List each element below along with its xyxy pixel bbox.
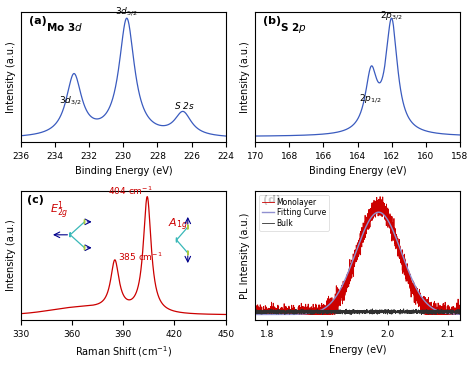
Bulk: [340, 308, 346, 312]
Text: 404 cm$^{-1}$: 404 cm$^{-1}$: [108, 185, 153, 197]
Bulk: [457, 309, 463, 313]
Text: S 2$p$: S 2$p$: [280, 22, 306, 35]
Bulk: [451, 308, 456, 312]
Text: (c): (c): [27, 195, 44, 205]
Bulk: [350, 309, 356, 314]
Text: $E^{1}_{2g}$: $E^{1}_{2g}$: [50, 200, 68, 222]
Text: (a): (a): [29, 16, 47, 26]
Monolayer: [401, 264, 407, 268]
Bulk: [338, 309, 344, 314]
Text: 3$d_{3/2}$: 3$d_{3/2}$: [59, 95, 82, 107]
Text: Mo 3$d$: Mo 3$d$: [46, 22, 82, 33]
Text: 385 cm$^{-1}$: 385 cm$^{-1}$: [118, 251, 163, 264]
Fitting Curve: [338, 285, 344, 290]
Fitting Curve: [350, 259, 356, 264]
Monolayer: [350, 263, 356, 268]
Line: Fitting Curve: Fitting Curve: [255, 212, 460, 315]
Fitting Curve: [457, 312, 463, 316]
Fitting Curve: [401, 257, 407, 261]
Monolayer: [338, 290, 344, 295]
X-axis label: Binding Energy (eV): Binding Energy (eV): [309, 166, 406, 176]
Text: (b): (b): [264, 16, 282, 26]
Y-axis label: Intensity (a.u.): Intensity (a.u.): [6, 41, 16, 113]
Legend: Monolayer, Fitting Curve, Bulk: Monolayer, Fitting Curve, Bulk: [259, 195, 329, 231]
Fitting Curve: [440, 311, 446, 315]
Monolayer: [253, 312, 258, 317]
Bulk: [401, 307, 407, 311]
Text: 2$p_{3/2}$: 2$p_{3/2}$: [380, 9, 403, 22]
Y-axis label: Intensity (a.u.): Intensity (a.u.): [240, 41, 250, 113]
Text: $A_{1g}$: $A_{1g}$: [168, 217, 188, 233]
Text: (d): (d): [264, 195, 282, 205]
Bulk: [441, 309, 447, 313]
Fitting Curve: [340, 282, 346, 287]
Monolayer: [253, 305, 258, 310]
X-axis label: Raman Shift (cm$^{-1}$): Raman Shift (cm$^{-1}$): [75, 345, 172, 360]
Text: 2$p_{1/2}$: 2$p_{1/2}$: [359, 92, 382, 105]
Fitting Curve: [451, 312, 456, 316]
Monolayer: [441, 301, 447, 306]
Y-axis label: Intensity (a.u.): Intensity (a.u.): [6, 220, 16, 291]
Monolayer: [457, 307, 463, 311]
X-axis label: Binding Energy (eV): Binding Energy (eV): [74, 166, 172, 176]
Bulk: [253, 309, 258, 314]
Monolayer: [451, 312, 456, 317]
X-axis label: Energy (eV): Energy (eV): [329, 345, 386, 355]
Text: S 2$s$: S 2$s$: [174, 100, 195, 111]
Fitting Curve: [253, 312, 258, 317]
Line: Monolayer: Monolayer: [255, 197, 460, 315]
Y-axis label: PL Intensity (a.u.): PL Intensity (a.u.): [240, 212, 250, 299]
Bulk: [308, 312, 314, 317]
Monolayer: [340, 291, 346, 295]
Fitting Curve: [376, 210, 382, 214]
Monolayer: [377, 195, 383, 199]
Line: Bulk: Bulk: [255, 309, 460, 315]
Text: 3$d_{5/2}$: 3$d_{5/2}$: [116, 5, 138, 19]
Bulk: [401, 310, 407, 314]
